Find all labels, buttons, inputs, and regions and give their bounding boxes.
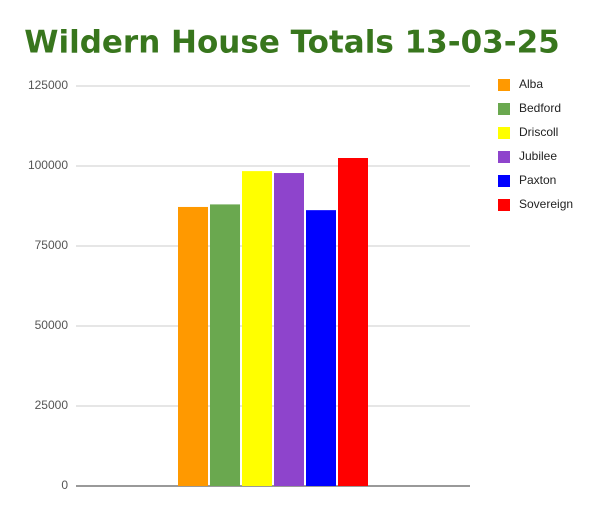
bar — [178, 206, 208, 486]
bar — [306, 210, 336, 486]
legend-swatch — [498, 175, 510, 187]
y-tick-label: 100000 — [28, 158, 68, 172]
legend-label: Driscoll — [519, 125, 558, 139]
legend-label: Paxton — [519, 173, 556, 187]
y-tick-label: 50000 — [35, 318, 69, 332]
y-tick-label: 75000 — [35, 238, 69, 252]
legend-swatch — [498, 127, 510, 139]
legend-label: Alba — [519, 77, 543, 91]
legend-swatch — [498, 151, 510, 163]
legend-swatch — [498, 199, 510, 211]
bar — [338, 158, 368, 486]
legend-label: Sovereign — [519, 197, 573, 211]
legend-swatch — [498, 103, 510, 115]
bar — [210, 204, 240, 486]
legend-swatch — [498, 79, 510, 91]
chart-title: Wildern House Totals 13-03-25 — [24, 25, 559, 61]
bar — [242, 171, 272, 486]
bar — [274, 173, 304, 487]
y-tick-label: 0 — [61, 478, 68, 492]
legend-label: Bedford — [519, 101, 561, 115]
legend-label: Jubilee — [519, 149, 557, 163]
y-tick-label: 125000 — [28, 78, 68, 92]
y-tick-label: 25000 — [35, 398, 69, 412]
